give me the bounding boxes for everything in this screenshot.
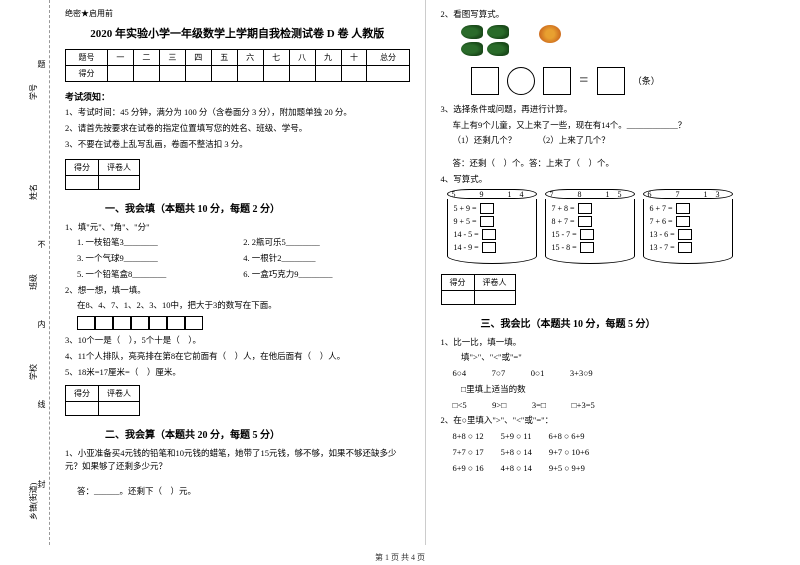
dash-3: 内 <box>36 320 47 328</box>
s3-r1: 6○4 7○7 0○1 3+3○9 <box>453 367 786 380</box>
score-row-label: 得分 <box>66 66 108 82</box>
q1c: 3. 一个气球9________ <box>77 252 243 265</box>
s3-q1a: 填">"、"<"或"=" <box>453 351 786 364</box>
notice-2: 2、请首先按要求在试卷的指定位置填写您的姓名、班级、学号。 <box>65 123 410 135</box>
notice-head: 考试须知： <box>65 90 410 103</box>
eval-box-3: 得分评卷人 <box>441 274 516 305</box>
binding-margin: 乡镇(街道) 学校 班级 姓名 学号 封 线 内 不 题 <box>0 0 50 545</box>
s3-q1b: □里填上适当的数 <box>453 383 786 396</box>
s3-q1: 1、比一比，填一填。 <box>441 336 786 349</box>
sec2-ans: 答：______。还剩下（ ）元。 <box>77 485 410 498</box>
r-q3-ans: 答：还剩（ ）个。答：上来了（ ）个。 <box>453 157 786 170</box>
dash-4: 不 <box>36 240 47 248</box>
confidential-label: 绝密★启用前 <box>65 8 410 19</box>
eval-box-2: 得分评卷人 <box>65 385 140 416</box>
fish-group <box>461 25 509 59</box>
q1d: 4. 一根针2________ <box>243 252 409 265</box>
q4: 4、11个人排队，亮亮排在第8在它前面有（ ）人，在他后面有（ ）人。 <box>65 350 410 363</box>
r-q2: 2、看图写算式。 <box>441 8 786 21</box>
r-q3: 3、选择条件或问题，再进行计算。 <box>441 103 786 116</box>
r-q3-text: 车上有9个儿童，又上来了一些，现在有14个。____________？ <box>453 119 786 132</box>
left-column: 绝密★启用前 2020 年实验小学一年级数学上学期自我检测试卷 D 卷 人教版 … <box>50 0 426 545</box>
dash-1: 封 <box>36 480 47 488</box>
dash-5: 题 <box>36 60 47 68</box>
exam-title: 2020 年实验小学一年级数学上学期自我检测试卷 D 卷 人教版 <box>65 25 410 41</box>
q2: 2、想一想，填一填。 <box>65 284 410 297</box>
margin-class: 班级 <box>28 274 39 290</box>
margin-id: 学号 <box>28 84 39 100</box>
q5: 5、18米=17厘米=（ ）厘米。 <box>65 366 410 379</box>
notice-1: 1、考试时间：45 分钟，满分为 100 分（含卷面分 3 分），附加题单独 2… <box>65 107 410 119</box>
margin-village: 乡镇(街道) <box>28 483 39 520</box>
notice-3: 3、不要在试卷上乱写乱画，卷面不整洁扣 3 分。 <box>65 139 410 151</box>
q1e: 5. 一个铅笔盒8________ <box>77 268 243 281</box>
goldfish-icon <box>539 25 561 59</box>
cylinder: 6 7 136 + 7 =7 + 6 =13 - 6 =13 - 7 = <box>643 189 733 264</box>
page-footer: 第 1 页 共 4 页 <box>0 552 800 563</box>
s3-q2: 2、在○里填入">"、"<"或"="： <box>441 414 786 427</box>
cylinder: 7 8 157 + 8 =8 + 7 =15 - 7 =15 - 8 = <box>545 189 635 264</box>
q3: 3、10个一是（ ），5个十是（ ）。 <box>65 334 410 347</box>
dash-2: 线 <box>36 400 47 408</box>
equation-shapes: = （条） <box>471 67 786 95</box>
unit-tiao: （条） <box>633 76 660 86</box>
sec2-q1: 1、小亚准备买4元钱的铅笔和10元钱的蜡笔，她带了15元钱，够不够，如果不够还缺… <box>65 447 410 473</box>
s3-r3: 8+8 ○ 12 5+9 ○ 11 6+8 ○ 6+9 <box>453 430 786 443</box>
section-2-title: 二、我会算（本题共 20 分，每题 5 分） <box>105 426 410 441</box>
right-column: 2、看图写算式。 = （条） 3、选择条件或问题，再进行计算。 车上有9个儿童，… <box>426 0 800 545</box>
cylinder-group: 5 9 145 + 9 =9 + 5 =14 - 5 =14 - 9 =7 8 … <box>447 189 786 264</box>
q1: 1、填"元"、"角"、"分" <box>65 221 410 234</box>
answer-boxes <box>77 316 410 330</box>
score-table: 题号一二三四五六七八九十总分 得分 <box>65 49 410 82</box>
cylinder: 5 9 145 + 9 =9 + 5 =14 - 5 =14 - 9 = <box>447 189 537 264</box>
s3-r4: 7+7 ○ 17 5+8 ○ 14 9+7 ○ 10+6 <box>453 446 786 459</box>
s3-r2: □<5 9>□ 3=□ □+3=5 <box>453 399 786 412</box>
margin-name: 姓名 <box>28 184 39 200</box>
q1b: 2. 2瓶可乐5________ <box>243 236 409 249</box>
section-1-title: 一、我会填（本题共 10 分，每题 2 分） <box>105 200 410 215</box>
section-3-title: 三、我会比（本题共 10 分，每题 5 分） <box>481 315 786 330</box>
r-q4: 4、写算式。 <box>441 173 786 186</box>
q1f: 6. 一盒巧克力9________ <box>243 268 409 281</box>
q1a: 1. 一枝铅笔3________ <box>77 236 243 249</box>
s3-r5: 6+9 ○ 16 4+8 ○ 14 9+5 ○ 9+9 <box>453 462 786 475</box>
q2-text: 在8、4、7、1、2、3、10中，把大于3的数写在下面。 <box>77 299 410 312</box>
eval-box-1: 得分评卷人 <box>65 159 140 190</box>
r-q3-opts: （1）还剩几个？ （2）上来了几个？ <box>453 134 786 147</box>
margin-school: 学校 <box>28 364 39 380</box>
